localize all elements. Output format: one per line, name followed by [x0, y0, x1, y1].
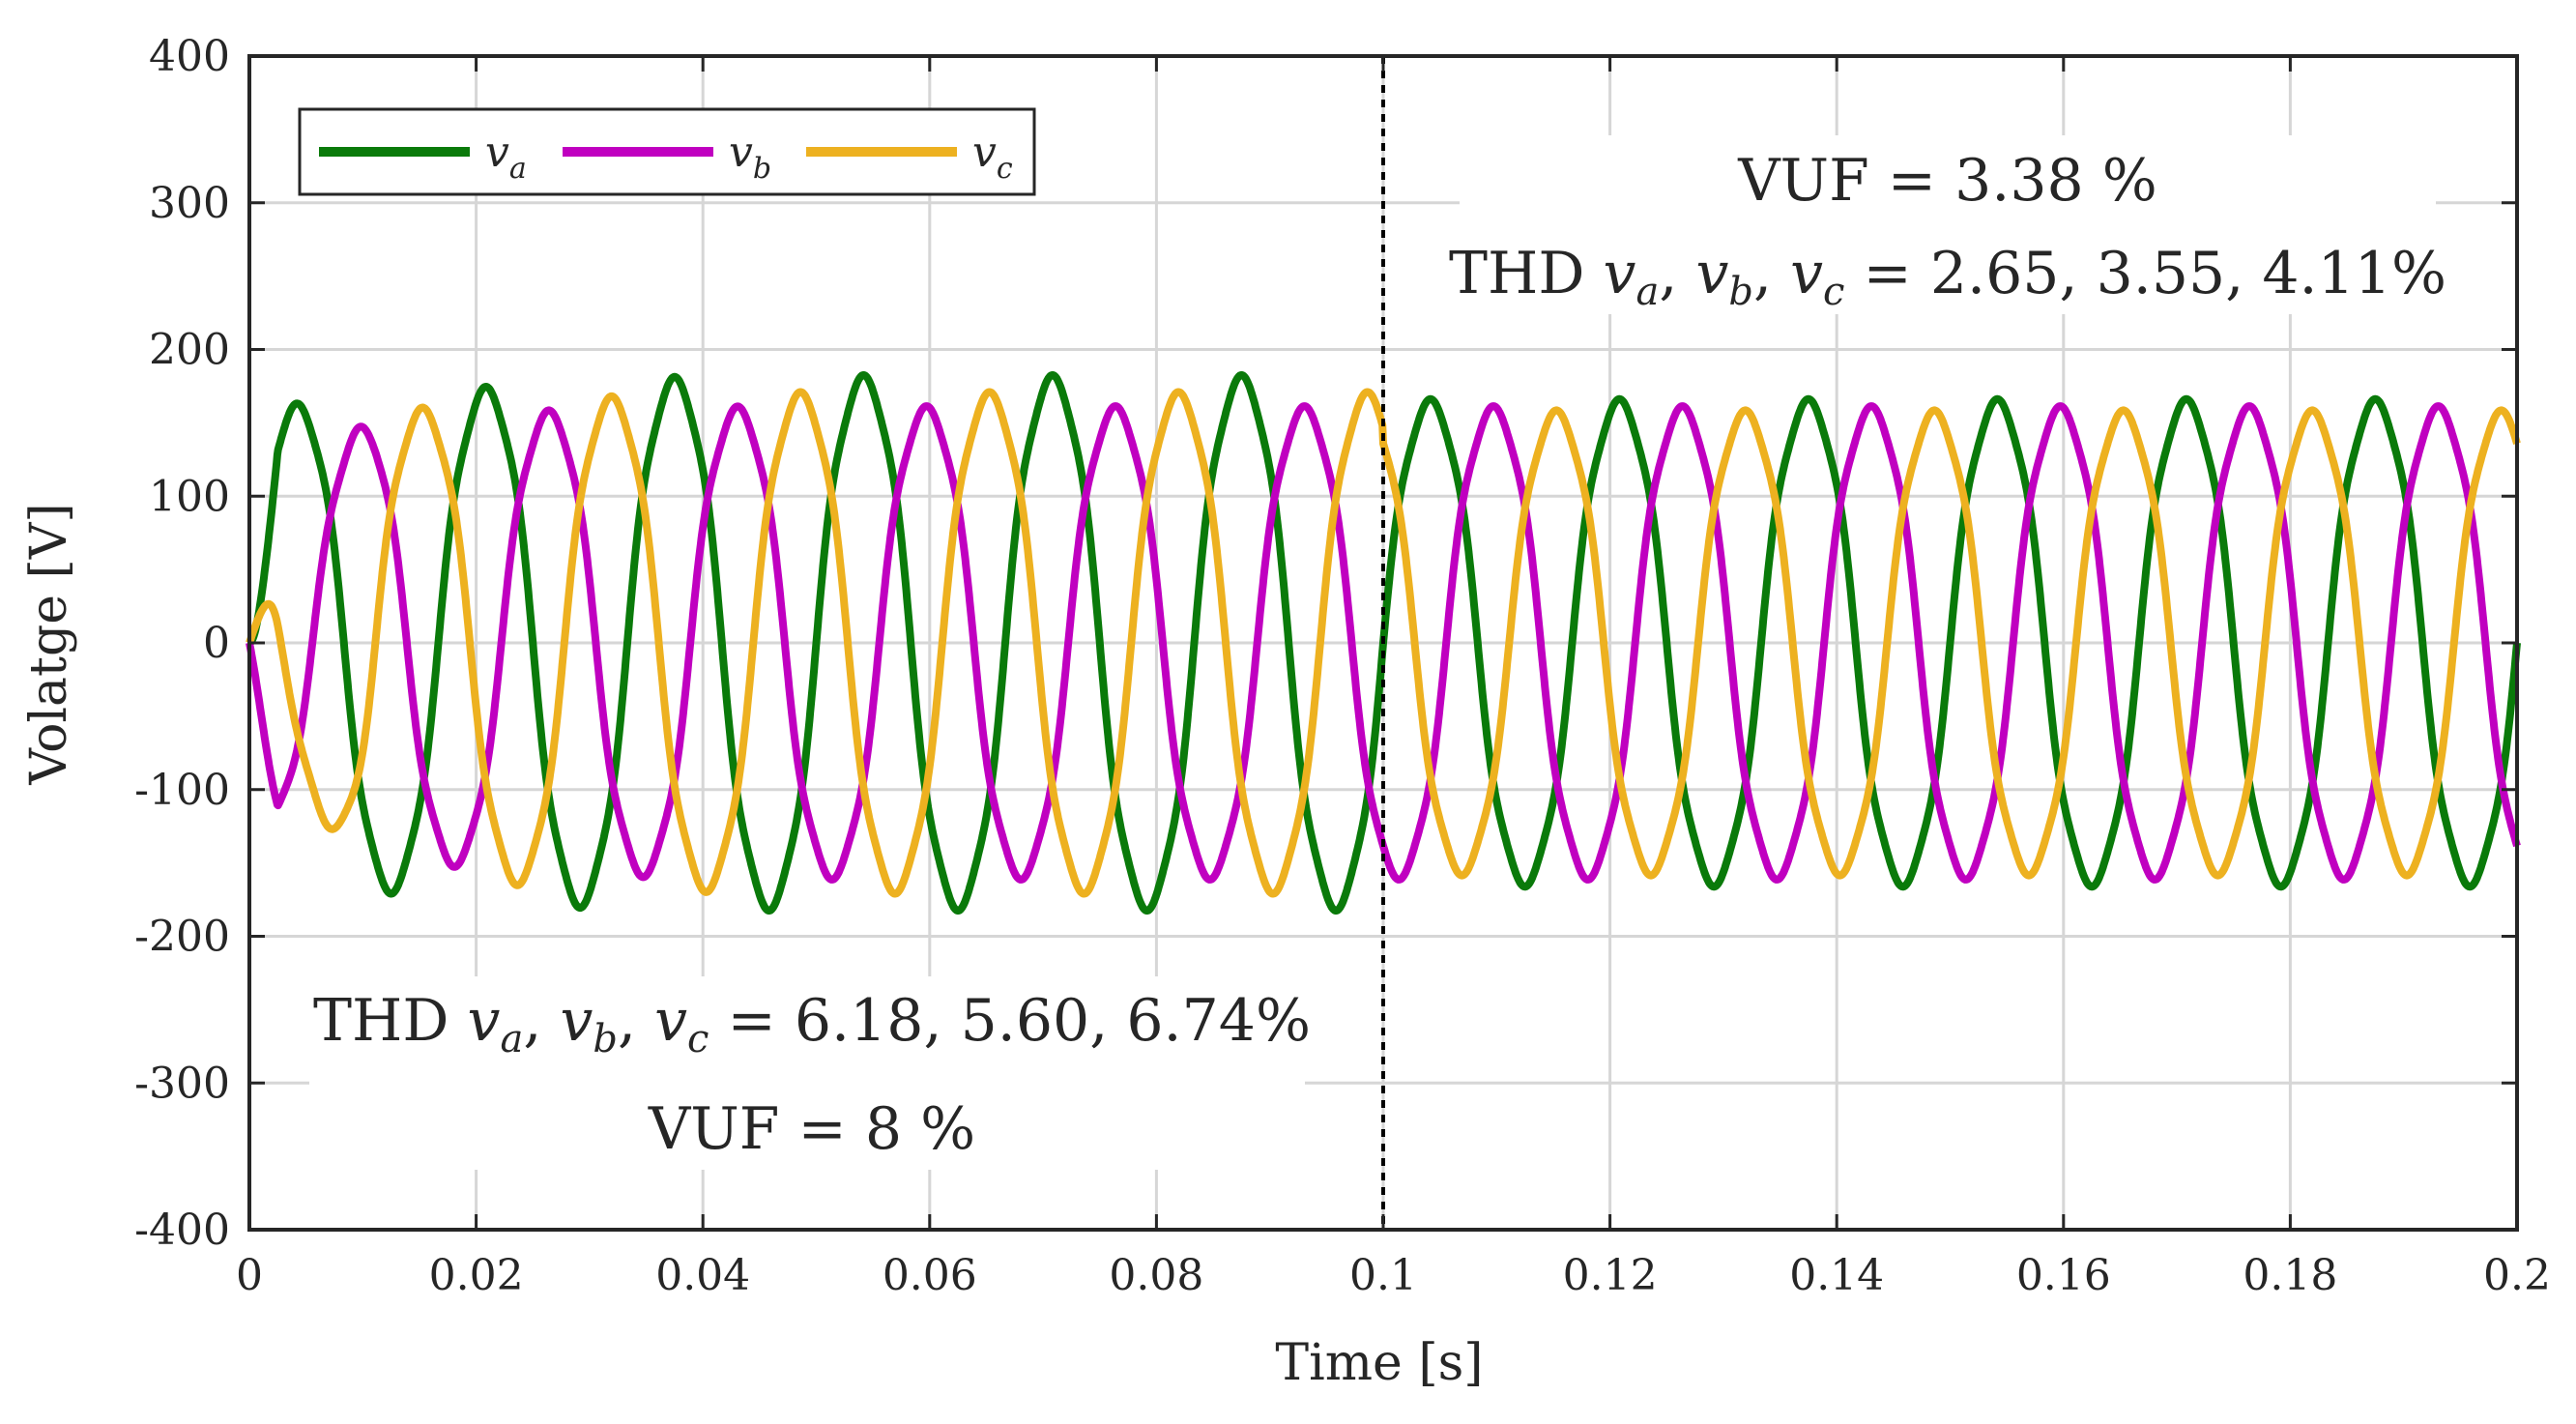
series-line-v_c	[246, 388, 2521, 898]
annotation-before-vuf: VUF = 8 %	[648, 1095, 975, 1163]
x-tick-label: 0.1	[1349, 1251, 1417, 1300]
x-tick-label: 0.02	[429, 1251, 524, 1300]
y-axis-label: Volatge [V]	[20, 503, 78, 785]
y-tick-label: -300	[134, 1059, 230, 1108]
annotation-before-bg	[309, 976, 1305, 1170]
x-tick-label: 0	[236, 1251, 263, 1300]
ticks	[247, 54, 2519, 1232]
annotations: VUF = 3.38 % THD va, vb, vc = 2.65, 3.55…	[309, 135, 2446, 1170]
legend: va vb vc	[298, 107, 1036, 196]
x-tick-label: 0.16	[2016, 1251, 2111, 1300]
x-tick-label: 0.06	[883, 1251, 977, 1300]
x-tick-label: 0.04	[655, 1251, 750, 1300]
y-tick-label: -400	[134, 1206, 230, 1255]
x-tick-label: 0.2	[2483, 1251, 2551, 1300]
y-tick-label: 400	[149, 32, 230, 81]
annotation-after-thd: THD va, vb, vc = 2.65, 3.55, 4.11%	[1449, 240, 2446, 314]
x-tick-label: 0.12	[1563, 1251, 1658, 1300]
y-tick-label: -200	[134, 913, 230, 962]
tick-labels: 0 0.02 0.04 0.06 0.08 0.1 0.12 0.14 0.16 0.18 0.2 4…	[134, 32, 2551, 1300]
annotation-after-bg	[1460, 135, 2436, 314]
x-tick-label: 0.14	[1789, 1251, 1884, 1300]
legend-label-vc: vc	[972, 128, 1013, 186]
x-tick-label: 0.08	[1109, 1251, 1203, 1300]
y-tick-label: 300	[149, 179, 230, 228]
y-tick-label: 0	[203, 619, 230, 668]
x-axis-label: Time [s]	[1275, 1334, 1483, 1392]
annotation-after-vuf: VUF = 3.38 %	[1737, 147, 2157, 215]
y-tick-label: -100	[134, 766, 230, 815]
y-tick-label: 100	[149, 472, 230, 521]
legend-label-vb: vb	[729, 128, 771, 186]
y-tick-label: 200	[149, 326, 230, 375]
legend-label-va: va	[485, 128, 527, 186]
annotation-before-thd: THD va, vb, vc = 6.18, 5.60, 6.74%	[313, 987, 1311, 1061]
x-tick-label: 0.18	[2243, 1251, 2337, 1300]
